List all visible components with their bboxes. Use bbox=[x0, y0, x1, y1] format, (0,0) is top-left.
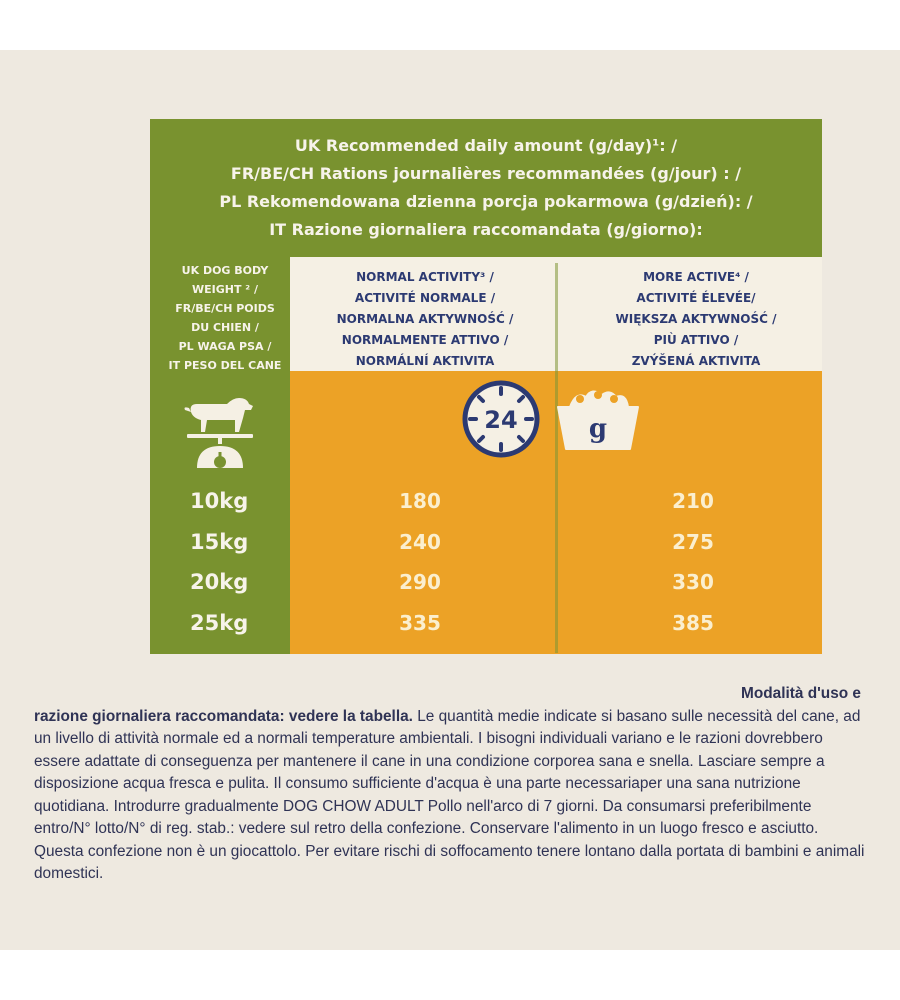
column-label-line: NORMALNA AKTYWNOŚĆ / bbox=[336, 312, 514, 326]
table-row: 20kg 290 330 bbox=[150, 562, 822, 602]
weight-label-line: WEIGHT ² / bbox=[192, 283, 258, 296]
usage-title: Modalità d'uso e bbox=[741, 685, 861, 702]
column-label-line: ACTIVITÉ ÉLEVÉE/ bbox=[636, 291, 756, 305]
column-divider bbox=[555, 263, 558, 653]
weight-label-line: PL WAGA PSA / bbox=[178, 340, 272, 353]
food-bowl-icon: g bbox=[557, 390, 639, 450]
row-weight: 10kg bbox=[190, 489, 249, 513]
column-label-line: NORMAL ACTIVITY³ / bbox=[356, 270, 494, 284]
header-line-it: IT Razione giornaliera raccomandata (g/g… bbox=[269, 220, 703, 239]
table-row: 10kg 180 210 bbox=[150, 481, 822, 521]
weight-label-line: UK DOG BODY bbox=[181, 264, 269, 277]
row-normal-amount: 180 bbox=[399, 489, 441, 513]
column-label-line: NORMALMENTE ATTIVO / bbox=[341, 333, 509, 347]
row-normal-amount: 240 bbox=[399, 530, 441, 554]
table-row: 25kg 335 385 bbox=[150, 603, 822, 643]
row-active-amount: 275 bbox=[672, 530, 714, 554]
row-weight: 20kg bbox=[190, 570, 249, 594]
usage-lead: razione giornaliera raccomandata: vedere… bbox=[34, 707, 413, 725]
bowl-g-label: g bbox=[589, 414, 607, 444]
weight-label-line: DU CHIEN / bbox=[191, 321, 259, 334]
table-row: 15kg 240 275 bbox=[150, 522, 822, 562]
usage-body: Le quantità medie indicate si basano sul… bbox=[34, 707, 865, 883]
column-label-line: ZVÝŠENÁ AKTIVITA bbox=[631, 354, 761, 368]
row-active-amount: 210 bbox=[672, 489, 714, 513]
feeding-table: UK Recommended daily amount (g/day)¹: / … bbox=[150, 119, 822, 654]
table-header: UK Recommended daily amount (g/day)¹: / … bbox=[150, 132, 822, 244]
column-label-line: PIÙ ATTIVO / bbox=[653, 333, 739, 347]
usage-instructions: Modalità d'uso e razione giornaliera rac… bbox=[34, 683, 866, 886]
column-more-active: MORE ACTIVE⁴ / ACTIVITÉ ÉLEVÉE/ WIĘKSZA … bbox=[576, 267, 816, 372]
body-weight-label: UK DOG BODY WEIGHT ² / FR/BE/CH POIDS DU… bbox=[160, 261, 290, 375]
column-label-line: WIĘKSZA AKTYWNOŚĆ / bbox=[615, 312, 777, 326]
column-normal-activity: NORMAL ACTIVITY³ / ACTIVITÉ NORMALE / NO… bbox=[305, 267, 545, 372]
row-active-amount: 385 bbox=[672, 611, 714, 635]
weight-label-line: IT PESO DEL CANE bbox=[168, 359, 282, 372]
row-normal-amount: 290 bbox=[399, 570, 441, 594]
dog-on-scale-icon bbox=[184, 398, 253, 468]
row-weight: 25kg bbox=[190, 611, 249, 635]
header-line-fr: FR/BE/CH Rations journalières recommandé… bbox=[230, 164, 742, 183]
row-weight: 15kg bbox=[190, 530, 249, 554]
column-label-line: NORMÁLNÍ AKTIVITA bbox=[355, 354, 495, 368]
column-label-line: ACTIVITÉ NORMALE / bbox=[354, 291, 496, 305]
weight-label-line: FR/BE/CH POIDS bbox=[175, 302, 275, 315]
column-label-line: MORE ACTIVE⁴ / bbox=[643, 270, 749, 284]
usage-paragraph: razione giornaliera raccomandata: vedere… bbox=[34, 706, 866, 886]
header-line-uk: UK Recommended daily amount (g/day)¹: / bbox=[294, 136, 678, 155]
row-active-amount: 330 bbox=[672, 570, 714, 594]
clock-24-label: 24 bbox=[484, 406, 517, 434]
row-normal-amount: 335 bbox=[399, 611, 441, 635]
clock-24-icon: 24 bbox=[462, 380, 540, 458]
header-line-pl: PL Rekomendowana dzienna porcja pokarmow… bbox=[219, 192, 753, 211]
